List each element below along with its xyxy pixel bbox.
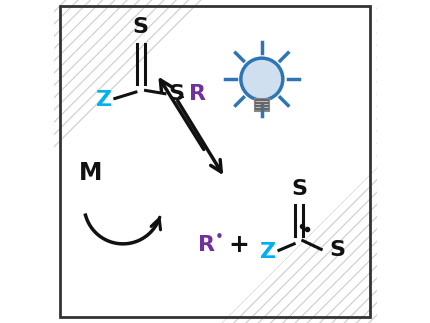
Text: Z: Z — [260, 242, 276, 262]
Text: S: S — [168, 84, 184, 104]
Bar — [255, 99, 269, 111]
Text: Z: Z — [95, 90, 112, 110]
Text: •: • — [215, 230, 224, 245]
Text: M: M — [79, 161, 102, 185]
Text: S: S — [291, 179, 307, 199]
Circle shape — [241, 58, 283, 100]
Text: R: R — [198, 235, 215, 255]
Text: S: S — [330, 240, 346, 260]
Text: S: S — [133, 17, 149, 37]
Text: R: R — [189, 84, 206, 104]
Polygon shape — [53, 0, 377, 323]
Text: -: - — [176, 87, 184, 107]
Text: +: + — [229, 234, 250, 257]
